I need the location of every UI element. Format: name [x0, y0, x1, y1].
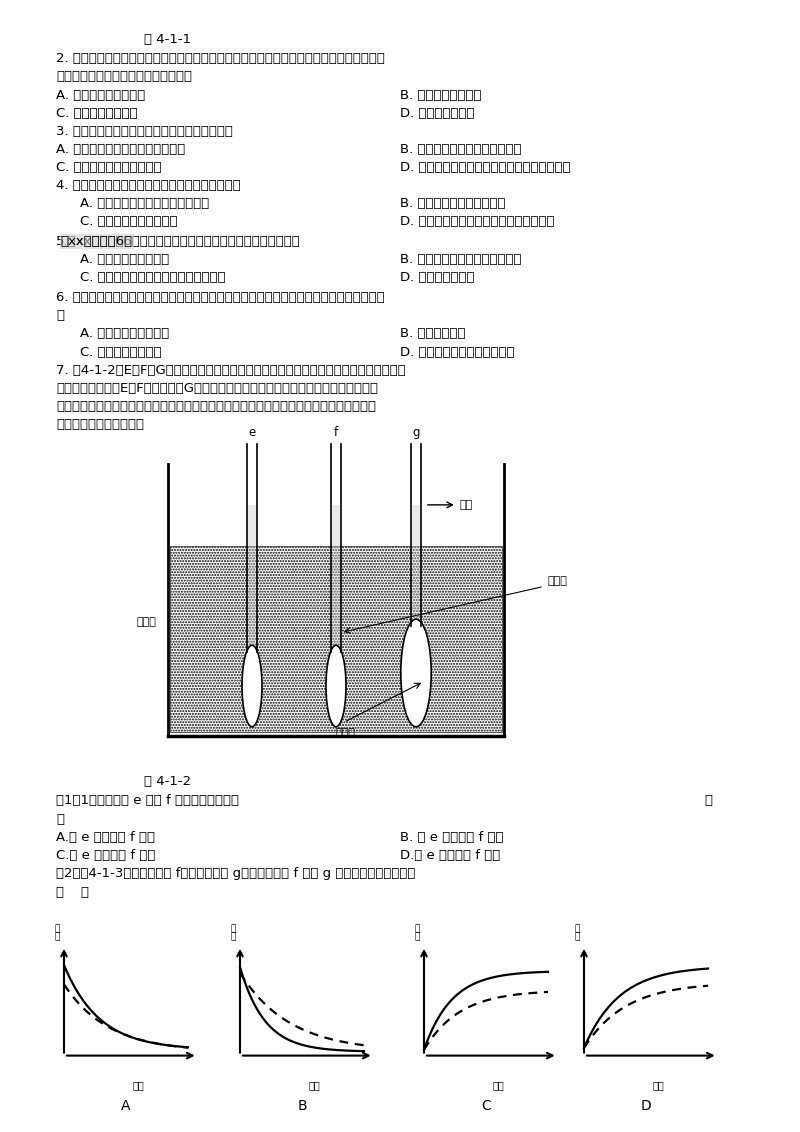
Text: A: A	[122, 1098, 130, 1113]
Text: 液面: 液面	[459, 500, 473, 509]
Text: 胞做实验材料，是因为这样的细胞具有: 胞做实验材料，是因为这样的细胞具有	[56, 70, 192, 84]
Text: C. 能夠流动的细胞质: C. 能夠流动的细胞质	[56, 106, 138, 120]
Text: g: g	[412, 427, 420, 439]
Text: A. 伸缩性很小的细胞壁: A. 伸缩性很小的细胞壁	[56, 88, 146, 102]
Text: C: C	[481, 1098, 491, 1113]
Text: D. 根系加速了呼吸作用，释放的能量过多: D. 根系加速了呼吸作用，释放的能量过多	[400, 215, 554, 229]
Text: B. 功能完善的细胞膜: B. 功能完善的细胞膜	[400, 88, 482, 102]
Bar	[332, 505, 340, 652]
Text: 溶液甲: 溶液甲	[136, 617, 156, 627]
Text: C.管 e 下降，管 f 下降: C.管 e 下降，管 f 下降	[56, 849, 155, 863]
Text: （: （	[704, 794, 712, 807]
Text: C. 将土豆放入盐水中会变软: C. 将土豆放入盐水中会变软	[56, 161, 162, 174]
Text: （2）图4-1-3（实线表示管 f，虚线表示管 g）中能显示管 f 和管 g 内的液面可能变化的是: （2）图4-1-3（实线表示管 f，虚线表示管 g）中能显示管 f 和管 g 内…	[56, 867, 415, 881]
Bar	[170, 546, 502, 732]
Text: 时间: 时间	[132, 1080, 144, 1090]
Text: 图 4-1-2: 图 4-1-2	[144, 774, 191, 788]
Text: A. 成熟植物细胞的死活: A. 成熟植物细胞的死活	[80, 327, 170, 341]
Text: e: e	[248, 427, 256, 439]
Text: 时间: 时间	[492, 1080, 504, 1090]
Text: 图 4-1-1: 图 4-1-1	[144, 33, 191, 46]
Text: 溶液丙: 溶液丙	[336, 728, 355, 738]
Text: A. 根细胞从土壤中吸收的养分过多: A. 根细胞从土壤中吸收的养分过多	[80, 197, 210, 211]
Text: A. 将菠萨的青菜放入清水中会变硬: A. 将菠萨的青菜放入清水中会变硬	[56, 143, 186, 156]
Text: （    ）: （ ）	[56, 885, 89, 899]
Text: 请思考，回答下列问题：: 请思考，回答下列问题：	[56, 418, 144, 431]
Text: D. 大而醒目的液泡: D. 大而醒目的液泡	[400, 106, 474, 120]
Text: 液
面: 液 面	[55, 924, 60, 942]
Text: D: D	[641, 1098, 651, 1113]
Text: A.管 e 下降，管 f 上升: A.管 e 下降，管 f 上升	[56, 831, 155, 844]
Text: 2. 在「观察植物细胞的质壁分离和质壁分离复原」实验中，之所以用已经成熟的洋葡表皮细: 2. 在「观察植物细胞的质壁分离和质壁分离复原」实验中，之所以用已经成熟的洋葡表…	[56, 52, 385, 66]
Text: 溶液乙: 溶液乙	[548, 576, 568, 586]
Ellipse shape	[242, 645, 262, 727]
Text: C. 根系不能将水向上运输: C. 根系不能将水向上运输	[80, 215, 178, 229]
Text: （xx年广东，6）: （xx年广东，6）	[61, 234, 133, 248]
Text: 液
面: 液 面	[415, 924, 420, 942]
Text: B. 根细胞不能从土壤中吸水: B. 根细胞不能从土壤中吸水	[400, 197, 506, 211]
Text: B. 管 e 上升，管 f 下降: B. 管 e 上升，管 f 下降	[400, 831, 503, 844]
Text: C. 原尿中的葡萄糖进入肾小管上皮细胞: C. 原尿中的葡萄糖进入肾小管上皮细胞	[80, 271, 226, 284]
Text: A. 酒精进入胃黏膜细胞: A. 酒精进入胃黏膜细胞	[80, 252, 170, 266]
Text: 5.（xx年广东，6）下列跨膜运输的生理活动，属于主动运输的是: 5.（xx年广东，6）下列跨膜运输的生理活动，属于主动运输的是	[56, 234, 301, 248]
Bar	[412, 505, 420, 626]
Text: D. 蛋白质的吸水力比纤维素强: D. 蛋白质的吸水力比纤维素强	[400, 345, 514, 359]
Text: B. 二氧化碳由静脉血进入肺泡内: B. 二氧化碳由静脉血进入肺泡内	[400, 252, 522, 266]
Text: ）: ）	[56, 813, 64, 826]
Ellipse shape	[401, 619, 431, 727]
Text: 4. 一次施化肥过多，作物会变得枯萎发黄的原因是: 4. 一次施化肥过多，作物会变得枯萎发黄的原因是	[56, 179, 241, 192]
Text: 相同的小玻璃管，E和F体积相同，G体积较大，三者都置于盛有溶液丙的大容器内，最初: 相同的小玻璃管，E和F体积相同，G体积较大，三者都置于盛有溶液丙的大容器内，最初	[56, 381, 378, 395]
Text: D. 观察洋葡表皮细胞的质壁分离和复原的过程: D. 观察洋葡表皮细胞的质壁分离和复原的过程	[400, 161, 570, 174]
Text: D.管 e 上升，管 f 下降: D.管 e 上升，管 f 下降	[400, 849, 500, 863]
Text: 是: 是	[56, 309, 64, 323]
Text: 6. 通过质壁分离实验，可以对植物细胞进行多种鉴定。下列各项中质壁分离实验不能鉴定的: 6. 通过质壁分离实验，可以对植物细胞进行多种鉴定。下列各项中质壁分离实验不能鉴…	[56, 291, 385, 305]
Bar	[248, 505, 256, 652]
Text: D. 水分子出入细胞: D. 水分子出入细胞	[400, 271, 474, 284]
Text: 液
面: 液 面	[575, 924, 580, 942]
Text: 液
面: 液 面	[231, 924, 236, 942]
Text: 3. 最能证明植物细胞发生渗透作用原理的实验是: 3. 最能证明植物细胞发生渗透作用原理的实验是	[56, 125, 233, 138]
Text: （1）1小时后，管 e 和管 f 的液面升降变化是: （1）1小时后，管 e 和管 f 的液面升降变化是	[56, 794, 239, 807]
Text: 时间: 时间	[652, 1080, 664, 1090]
Text: f: f	[334, 427, 338, 439]
Text: 7. 图4-1-2中E、F、G为三个用半透膜制成的小袋，可盛有溶液甲或乙，上端分别接上口径: 7. 图4-1-2中E、F、G为三个用半透膜制成的小袋，可盛有溶液甲或乙，上端分…	[56, 363, 406, 377]
Ellipse shape	[326, 645, 346, 727]
Text: B: B	[297, 1098, 307, 1113]
Text: B. 细胞液的浓度: B. 细胞液的浓度	[400, 327, 466, 341]
Text: 时间: 时间	[308, 1080, 320, 1090]
Text: 三个小玻璃管内液面高度相同，已知三种溶液的浓度高低顺序为溶液丙＜溶液乙＜溶液甲。: 三个小玻璃管内液面高度相同，已知三种溶液的浓度高低顺序为溶液丙＜溶液乙＜溶液甲。	[56, 400, 376, 413]
Text: C. 细胞中有无大液泡: C. 细胞中有无大液泡	[80, 345, 162, 359]
Text: B. 将根尖细胞放入清水中会吸水: B. 将根尖细胞放入清水中会吸水	[400, 143, 522, 156]
